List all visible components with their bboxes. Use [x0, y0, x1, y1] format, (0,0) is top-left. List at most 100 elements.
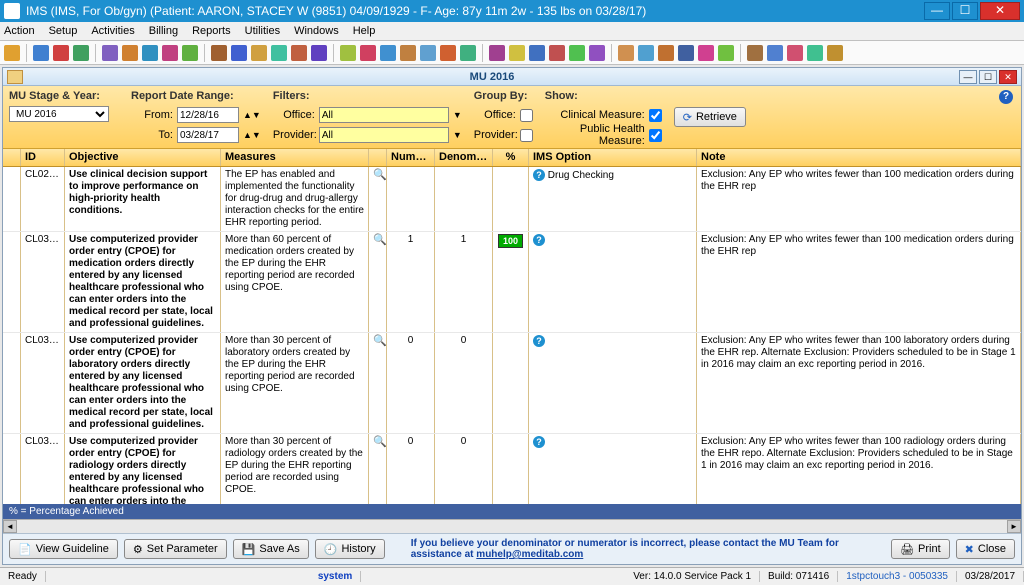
save-as-button[interactable]: 💾Save As: [233, 539, 309, 559]
col-numerator[interactable]: Numerator: [387, 149, 435, 166]
to-date-input[interactable]: [177, 127, 239, 143]
provider-filter-input[interactable]: [319, 127, 449, 143]
horizontal-scrollbar[interactable]: ◄ ►: [3, 519, 1021, 533]
toolbar-icon-0[interactable]: [4, 45, 20, 61]
history-button[interactable]: 🕘History: [315, 539, 385, 559]
toolbar-icon-23[interactable]: [509, 45, 525, 61]
col-denominator[interactable]: Denominator: [435, 149, 493, 166]
to-spinner[interactable]: ▲▼: [243, 130, 261, 140]
group-office-checkbox[interactable]: [520, 109, 533, 122]
col-percent[interactable]: %: [493, 149, 529, 166]
toolbar-icon-37[interactable]: [807, 45, 823, 61]
toolbar-icon-35[interactable]: [767, 45, 783, 61]
toolbar-icon-34[interactable]: [747, 45, 763, 61]
detail-icon[interactable]: 🔍: [373, 234, 387, 246]
col-note[interactable]: Note: [697, 149, 1021, 166]
toolbar-icon-28[interactable]: [618, 45, 634, 61]
from-date-input[interactable]: [177, 107, 239, 123]
from-spinner[interactable]: ▲▼: [243, 110, 261, 120]
clinical-checkbox[interactable]: [649, 109, 662, 122]
menu-help[interactable]: Help: [353, 25, 376, 37]
col-measures[interactable]: Measures: [221, 149, 369, 166]
help-icon[interactable]: ?: [999, 90, 1013, 104]
toolbar-icon-13[interactable]: [291, 45, 307, 61]
maximize-button[interactable]: ☐: [952, 2, 978, 20]
detail-icon[interactable]: 🔍: [373, 335, 387, 347]
toolbar-icon-5[interactable]: [122, 45, 138, 61]
table-row[interactable]: CL03_3Use computerized provider order en…: [3, 434, 1021, 504]
provider-dropdown-icon[interactable]: ▼: [453, 130, 462, 140]
view-guideline-button[interactable]: 📄View Guideline: [9, 539, 118, 559]
toolbar-icon-38[interactable]: [827, 45, 843, 61]
table-row[interactable]: CL03_2Use computerized provider order en…: [3, 333, 1021, 434]
table-row[interactable]: CL02_2Use clinical decision support to i…: [3, 167, 1021, 232]
info-icon[interactable]: ?: [533, 436, 545, 448]
col-ims-option[interactable]: IMS Option: [529, 149, 697, 166]
close-button[interactable]: ✕: [980, 2, 1020, 20]
toolbar-icon-36[interactable]: [787, 45, 803, 61]
retrieve-button[interactable]: ⟳Retrieve: [674, 107, 746, 127]
toolbar-icon-14[interactable]: [311, 45, 327, 61]
grid-body[interactable]: CL02_2Use clinical decision support to i…: [3, 167, 1021, 504]
office-dropdown-icon[interactable]: ▼: [453, 110, 462, 120]
scroll-left-button[interactable]: ◄: [3, 520, 17, 533]
set-parameter-button[interactable]: ⚙Set Parameter: [124, 539, 227, 559]
stage-select[interactable]: MU 2016: [9, 106, 109, 122]
menu-reports[interactable]: Reports: [192, 25, 231, 37]
print-button[interactable]: 🖨Print: [891, 539, 950, 559]
inner-minimize-button[interactable]: —: [959, 70, 977, 84]
toolbar-icon-2[interactable]: [53, 45, 69, 61]
scroll-right-button[interactable]: ►: [1007, 520, 1021, 533]
toolbar-icon-21[interactable]: [460, 45, 476, 61]
toolbar-icon-18[interactable]: [400, 45, 416, 61]
toolbar-icon-6[interactable]: [142, 45, 158, 61]
menu-action[interactable]: Action: [4, 25, 35, 37]
close-report-button[interactable]: ✖Close: [956, 539, 1015, 559]
toolbar-icon-25[interactable]: [549, 45, 565, 61]
toolbar-icon-24[interactable]: [529, 45, 545, 61]
info-icon[interactable]: ?: [533, 234, 545, 246]
inner-maximize-button[interactable]: ☐: [979, 70, 997, 84]
toolbar-icon-16[interactable]: [360, 45, 376, 61]
toolbar-icon-32[interactable]: [698, 45, 714, 61]
toolbar-icon-22[interactable]: [489, 45, 505, 61]
toolbar-icon-20[interactable]: [440, 45, 456, 61]
minimize-button[interactable]: —: [924, 2, 950, 20]
toolbar-icon-8[interactable]: [182, 45, 198, 61]
toolbar-icon-27[interactable]: [589, 45, 605, 61]
menu-activities[interactable]: Activities: [91, 25, 134, 37]
toolbar-icon-30[interactable]: [658, 45, 674, 61]
detail-icon[interactable]: 🔍: [373, 169, 387, 181]
inner-close-button[interactable]: ✕: [999, 70, 1017, 84]
info-icon[interactable]: ?: [533, 169, 545, 181]
toolbar-icon-7[interactable]: [162, 45, 178, 61]
toolbar-icon-33[interactable]: [718, 45, 734, 61]
group-provider-checkbox[interactable]: [520, 129, 533, 142]
toolbar-icon-4[interactable]: [102, 45, 118, 61]
toolbar-icon-10[interactable]: [231, 45, 247, 61]
detail-icon[interactable]: 🔍: [373, 436, 387, 448]
info-icon[interactable]: ?: [533, 335, 545, 347]
menu-setup[interactable]: Setup: [49, 25, 78, 37]
col-objective[interactable]: Objective: [65, 149, 221, 166]
toolbar-icon-15[interactable]: [340, 45, 356, 61]
toolbar-icon-3[interactable]: [73, 45, 89, 61]
toolbar-icon-11[interactable]: [251, 45, 267, 61]
office-filter-input[interactable]: [319, 107, 449, 123]
toolbar-icon-17[interactable]: [380, 45, 396, 61]
muhelp-mail-link[interactable]: muhelp@meditab.com: [476, 549, 583, 560]
filters-label: Filters:: [273, 90, 462, 102]
toolbar-icon-9[interactable]: [211, 45, 227, 61]
public-checkbox[interactable]: [649, 129, 662, 142]
menu-utilities[interactable]: Utilities: [245, 25, 280, 37]
table-row[interactable]: CL03_1Use computerized provider order en…: [3, 232, 1021, 333]
toolbar-icon-12[interactable]: [271, 45, 287, 61]
toolbar-icon-1[interactable]: [33, 45, 49, 61]
menu-billing[interactable]: Billing: [149, 25, 178, 37]
toolbar-icon-29[interactable]: [638, 45, 654, 61]
toolbar-icon-31[interactable]: [678, 45, 694, 61]
menu-windows[interactable]: Windows: [294, 25, 339, 37]
toolbar-icon-19[interactable]: [420, 45, 436, 61]
col-id[interactable]: ID: [21, 149, 65, 166]
toolbar-icon-26[interactable]: [569, 45, 585, 61]
